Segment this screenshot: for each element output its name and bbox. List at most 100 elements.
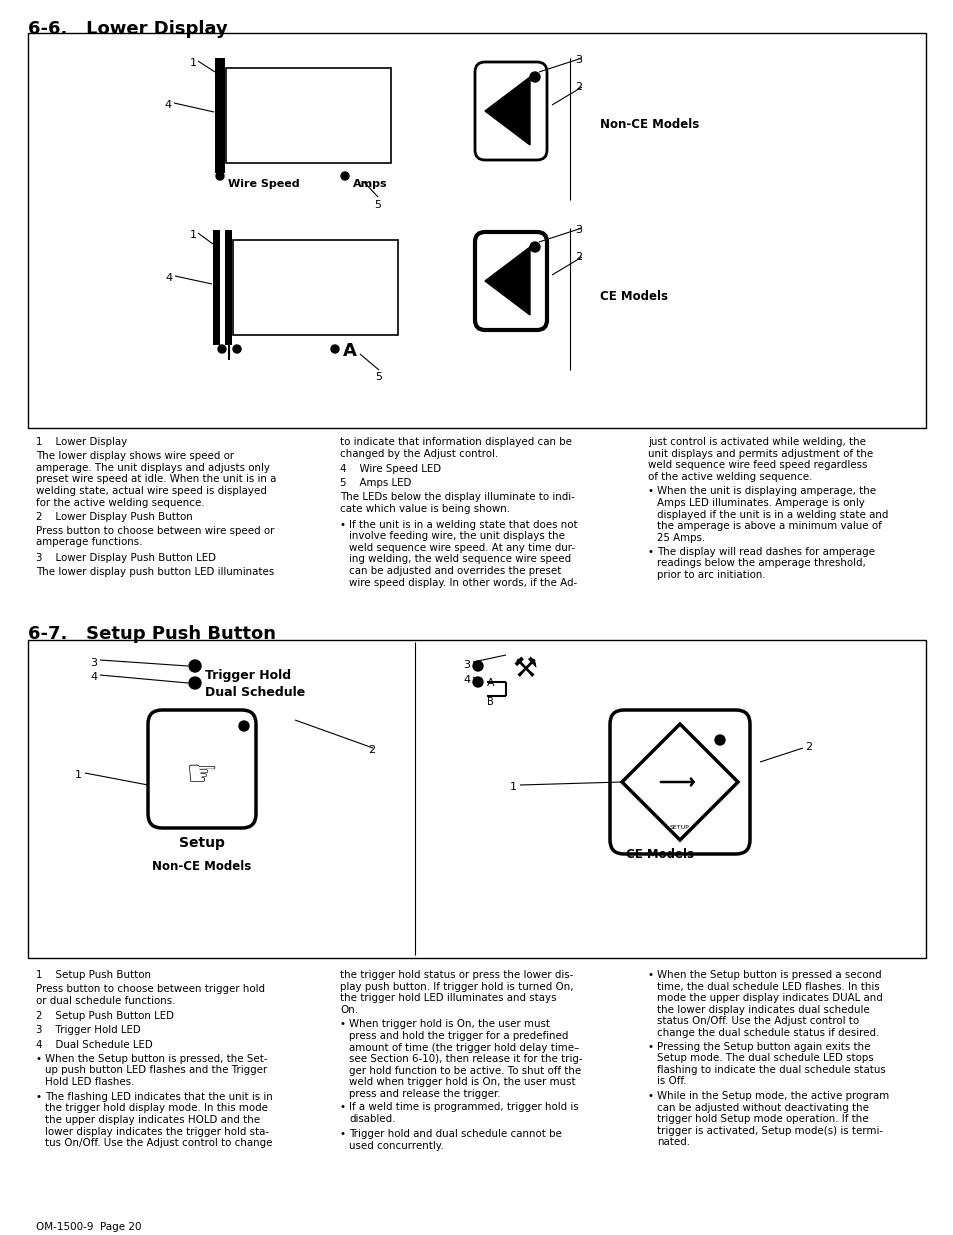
- Text: 1: 1: [510, 782, 517, 792]
- Circle shape: [233, 345, 241, 353]
- Text: If the unit is in a welding state that does not
involve feeding wire, the unit d: If the unit is in a welding state that d…: [349, 520, 577, 588]
- Text: •: •: [339, 1102, 346, 1112]
- Text: 2    Setup Push Button LED: 2 Setup Push Button LED: [36, 1011, 173, 1021]
- Text: •: •: [339, 1019, 346, 1030]
- Text: 4    Wire Speed LED: 4 Wire Speed LED: [339, 464, 440, 474]
- Text: 4: 4: [90, 672, 97, 682]
- Text: The flashing LED indicates that the unit is in
the trigger hold display mode. In: The flashing LED indicates that the unit…: [45, 1092, 273, 1149]
- Circle shape: [189, 659, 201, 672]
- Text: •: •: [647, 547, 654, 557]
- Text: •: •: [647, 969, 654, 981]
- Text: Dual Schedule: Dual Schedule: [205, 685, 305, 699]
- Text: When the unit is displaying amperage, the
Amps LED illuminates. Amperage is only: When the unit is displaying amperage, th…: [657, 487, 887, 543]
- Text: OM-1500-9  Page 20: OM-1500-9 Page 20: [36, 1221, 141, 1233]
- Bar: [233, 240, 397, 335]
- Polygon shape: [484, 247, 530, 315]
- Circle shape: [215, 172, 224, 180]
- Text: •: •: [339, 1129, 346, 1140]
- Text: •: •: [647, 487, 654, 496]
- Text: 3: 3: [575, 56, 581, 65]
- Circle shape: [340, 172, 349, 180]
- Text: When the Setup button is pressed, the Set-
up push button LED flashes and the Tr: When the Setup button is pressed, the Se…: [45, 1053, 268, 1087]
- Text: Trigger hold and dual schedule cannot be
used concurrently.: Trigger hold and dual schedule cannot be…: [349, 1129, 561, 1151]
- Circle shape: [218, 345, 226, 353]
- Text: Trigger Hold: Trigger Hold: [205, 669, 291, 682]
- Bar: [28, 33, 925, 429]
- Text: 5: 5: [374, 200, 380, 210]
- Text: 1: 1: [190, 58, 196, 68]
- Text: 4: 4: [164, 100, 171, 110]
- Text: 1: 1: [75, 769, 82, 781]
- Text: the trigger hold status or press the lower dis-
play push button. If trigger hol: the trigger hold status or press the low…: [339, 969, 573, 1015]
- Text: A: A: [486, 678, 494, 688]
- Text: •: •: [647, 1091, 654, 1100]
- Bar: [225, 230, 232, 345]
- Text: A: A: [343, 342, 356, 359]
- Text: The lower display shows wire speed or
amperage. The unit displays and adjusts on: The lower display shows wire speed or am…: [36, 451, 276, 508]
- Text: Setup: Setup: [179, 836, 225, 850]
- Text: 6-7.   Setup Push Button: 6-7. Setup Push Button: [28, 625, 275, 643]
- Text: 3    Trigger Hold LED: 3 Trigger Hold LED: [36, 1025, 141, 1035]
- Text: •: •: [339, 520, 346, 530]
- Text: 3: 3: [575, 225, 581, 235]
- Circle shape: [239, 721, 249, 731]
- Circle shape: [189, 677, 201, 689]
- Text: 2: 2: [368, 745, 375, 755]
- Text: ☞: ☞: [186, 757, 218, 790]
- Text: B: B: [486, 697, 494, 706]
- Text: Non-CE Models: Non-CE Models: [152, 860, 252, 873]
- Text: 5: 5: [375, 372, 381, 382]
- Text: 6-6.   Lower Display: 6-6. Lower Display: [28, 20, 228, 38]
- Text: 2: 2: [575, 252, 581, 262]
- Text: •: •: [647, 1041, 654, 1051]
- Text: 3: 3: [462, 659, 470, 671]
- Text: Non-CE Models: Non-CE Models: [599, 119, 699, 131]
- Text: 1    Lower Display: 1 Lower Display: [36, 437, 127, 447]
- FancyBboxPatch shape: [475, 62, 546, 161]
- Text: 1    Setup Push Button: 1 Setup Push Button: [36, 969, 151, 981]
- Text: The LEDs below the display illuminate to indi-
cate which value is being shown.: The LEDs below the display illuminate to…: [339, 493, 575, 514]
- Text: The display will read dashes for amperage
readings below the amperage threshold,: The display will read dashes for amperag…: [657, 547, 874, 580]
- Text: Amps: Amps: [353, 179, 387, 189]
- Text: 4: 4: [462, 676, 470, 685]
- Text: When trigger hold is On, the user must
press and hold the trigger for a predefin: When trigger hold is On, the user must p…: [349, 1019, 582, 1099]
- Text: Press button to choose between trigger hold
or dual schedule functions.: Press button to choose between trigger h…: [36, 984, 265, 1005]
- Text: When the Setup button is pressed a second
time, the dual schedule LED flashes. I: When the Setup button is pressed a secon…: [657, 969, 882, 1037]
- Text: 1: 1: [190, 230, 196, 240]
- Text: ⚒: ⚒: [512, 655, 537, 683]
- Text: 2: 2: [804, 742, 811, 752]
- Circle shape: [473, 661, 482, 671]
- Text: •: •: [36, 1092, 42, 1102]
- Text: If a weld time is programmed, trigger hold is
disabled.: If a weld time is programmed, trigger ho…: [349, 1102, 578, 1124]
- Bar: [28, 640, 925, 958]
- Circle shape: [331, 345, 338, 353]
- Text: 3: 3: [90, 658, 97, 668]
- Polygon shape: [621, 724, 738, 840]
- Circle shape: [530, 72, 539, 82]
- Polygon shape: [484, 77, 530, 144]
- Text: •: •: [36, 1053, 42, 1063]
- Circle shape: [714, 735, 724, 745]
- Text: Press button to choose between wire speed or
amperage functions.: Press button to choose between wire spee…: [36, 526, 274, 547]
- Text: The lower display push button LED illuminates: The lower display push button LED illumi…: [36, 567, 274, 577]
- Circle shape: [473, 677, 482, 687]
- Text: Wire Speed: Wire Speed: [228, 179, 299, 189]
- Text: 5    Amps LED: 5 Amps LED: [339, 478, 411, 488]
- Text: 4: 4: [165, 273, 172, 283]
- Bar: [214, 58, 225, 173]
- Bar: [213, 230, 220, 345]
- Text: CE Models: CE Models: [599, 290, 667, 303]
- Text: 2: 2: [575, 82, 581, 91]
- Text: While in the Setup mode, the active program
can be adjusted without deactivating: While in the Setup mode, the active prog…: [657, 1091, 888, 1147]
- Bar: [226, 68, 391, 163]
- Text: 3    Lower Display Push Button LED: 3 Lower Display Push Button LED: [36, 553, 215, 563]
- Text: 2    Lower Display Push Button: 2 Lower Display Push Button: [36, 511, 193, 521]
- Text: CE Models: CE Models: [625, 848, 693, 861]
- FancyBboxPatch shape: [148, 710, 255, 827]
- Text: to indicate that information displayed can be
changed by the Adjust control.: to indicate that information displayed c…: [339, 437, 572, 458]
- FancyBboxPatch shape: [475, 232, 546, 330]
- Circle shape: [530, 242, 539, 252]
- Text: 4    Dual Schedule LED: 4 Dual Schedule LED: [36, 1040, 152, 1050]
- Text: Pressing the Setup button again exits the
Setup mode. The dual schedule LED stop: Pressing the Setup button again exits th…: [657, 1041, 884, 1087]
- Text: SETUP: SETUP: [669, 825, 689, 830]
